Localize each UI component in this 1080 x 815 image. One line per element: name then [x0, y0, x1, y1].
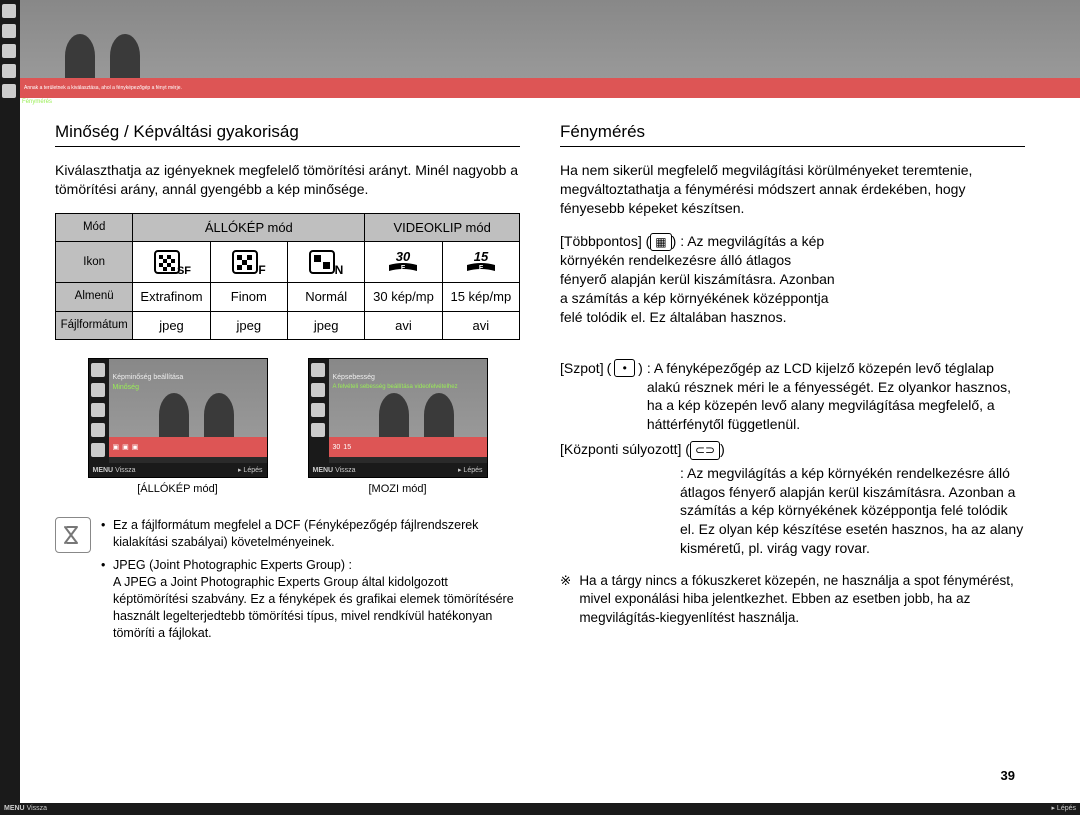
- left-intro: Kiválaszthatja az igényeknek megfelelő t…: [55, 161, 520, 199]
- note-2b: A JPEG a Joint Photographic Experts Grou…: [113, 575, 514, 640]
- prev-m-sub: Fénymérés: [22, 98, 52, 106]
- sm-2: Normál: [287, 283, 364, 312]
- sm-0: Extrafinom: [133, 283, 210, 312]
- preview-still: Képminőség beállítása Minőség ▣▣▣ MENU V…: [88, 358, 268, 497]
- prev-a-sub: Minőség: [113, 383, 139, 392]
- right-intro: Ha nem sikerül megfelelő megvilágítási k…: [560, 161, 1025, 218]
- fm-4: avi: [442, 311, 519, 340]
- svg-text:SF: SF: [177, 265, 191, 277]
- center-glyph-icon: ⊂⊃: [690, 441, 720, 459]
- svg-text:N: N: [335, 263, 344, 277]
- icon-superfine: SF: [133, 242, 210, 283]
- note-2: JPEG (Joint Photographic Experts Group) …: [101, 557, 520, 641]
- left-column: Minőség / Képváltási gyakoriság Kiválasz…: [55, 121, 520, 647]
- def-multi-label: [Többpontos]: [560, 233, 642, 249]
- sm-4: 15 kép/mp: [442, 283, 519, 312]
- th-still: ÁLLÓKÉP mód: [133, 213, 365, 242]
- prev-m-title: Annak a területnek a kiválasztása, ahol …: [24, 85, 182, 92]
- preview-movie: Képsebesség A felvételi sebesség beállít…: [308, 358, 488, 497]
- th-mode: Mód: [56, 213, 133, 242]
- icon-30fps: 30 F: [365, 242, 442, 283]
- fm-3: avi: [365, 311, 442, 340]
- th-icon: Ikon: [56, 242, 133, 283]
- prev-b-sub: A felvételi sebesség beállítása videofel…: [333, 383, 458, 391]
- svg-text:30: 30: [396, 249, 411, 264]
- fm-1: jpeg: [210, 311, 287, 340]
- prev-b-title: Képsebesség: [333, 373, 375, 382]
- def-spot: [Szpot] ( • ) : A fényképezőgép az LCD k…: [560, 359, 1025, 435]
- footnote-body: Ha a tárgy nincs a fókuszkeret közepén, …: [579, 572, 1025, 627]
- multi-glyph-icon: ▦: [650, 233, 671, 251]
- preview-meter: Annak a területnek a kiválasztása, ahol …: [850, 232, 1025, 347]
- note-2a: JPEG (Joint Photographic Experts Group) …: [113, 558, 352, 572]
- svg-text:F: F: [258, 263, 265, 277]
- def-center: [Központi súlyozott] (⊂⊃) : Az megvilágí…: [560, 440, 1025, 558]
- prev-b-step: Lépés: [463, 467, 482, 474]
- def-spot-body: : A fényképezőgép az LCD kijelző közepén…: [647, 359, 1025, 435]
- right-heading: Fénymérés: [560, 121, 1025, 147]
- fm-2: jpeg: [287, 311, 364, 340]
- prev-a-step: Lépés: [243, 467, 262, 474]
- footnote-mark: ※: [560, 572, 571, 627]
- icon-normal: N: [287, 242, 364, 283]
- note-1: Ez a fájlformátum megfelel a DCF (Fényké…: [101, 517, 520, 551]
- prev-m-step: Lépés: [1057, 805, 1076, 812]
- icon-fine: F: [210, 242, 287, 283]
- note-box: Ez a fájlformátum megfelel a DCF (Fényké…: [55, 517, 520, 647]
- spot-glyph-icon: •: [614, 359, 635, 377]
- prev-b-cap: [MOZI mód]: [308, 482, 488, 497]
- prev-a-back: Vissza: [115, 467, 136, 474]
- prev-b-back: Vissza: [335, 467, 356, 474]
- page-number: 39: [1001, 767, 1015, 785]
- svg-text:15: 15: [474, 249, 489, 264]
- fm-0: jpeg: [133, 311, 210, 340]
- note-icon: [55, 517, 91, 553]
- prev-a-cap: [ÁLLÓKÉP mód]: [88, 482, 268, 497]
- th-format: Fájlformátum: [56, 311, 133, 340]
- footnote: ※ Ha a tárgy nincs a fókuszkeret közepén…: [560, 572, 1025, 627]
- def-center-label: [Központi súlyozott]: [560, 441, 681, 457]
- svg-text:F: F: [401, 265, 406, 272]
- def-multi: Annak a területnek a kiválasztása, ahol …: [560, 232, 1025, 327]
- th-submenu: Almenü: [56, 283, 133, 312]
- right-column: Fénymérés Ha nem sikerül megfelelő megvi…: [560, 121, 1025, 647]
- def-spot-label: [Szpot]: [560, 359, 604, 378]
- sm-1: Finom: [210, 283, 287, 312]
- preview-row: Képminőség beállítása Minőség ▣▣▣ MENU V…: [55, 358, 520, 497]
- def-center-body: : Az megvilágítás a kép környékén rendel…: [560, 464, 1025, 558]
- sm-3: 30 kép/mp: [365, 283, 442, 312]
- svg-text:F: F: [479, 265, 484, 272]
- left-heading: Minőség / Képváltási gyakoriság: [55, 121, 520, 147]
- prev-m-back: Vissza: [27, 805, 48, 812]
- th-video: VIDEOKLIP mód: [365, 213, 520, 242]
- prev-a-title: Képminőség beállítása: [113, 373, 184, 382]
- modes-table: Mód ÁLLÓKÉP mód VIDEOKLIP mód Ikon SF F: [55, 213, 520, 341]
- icon-15fps: 15 F: [442, 242, 519, 283]
